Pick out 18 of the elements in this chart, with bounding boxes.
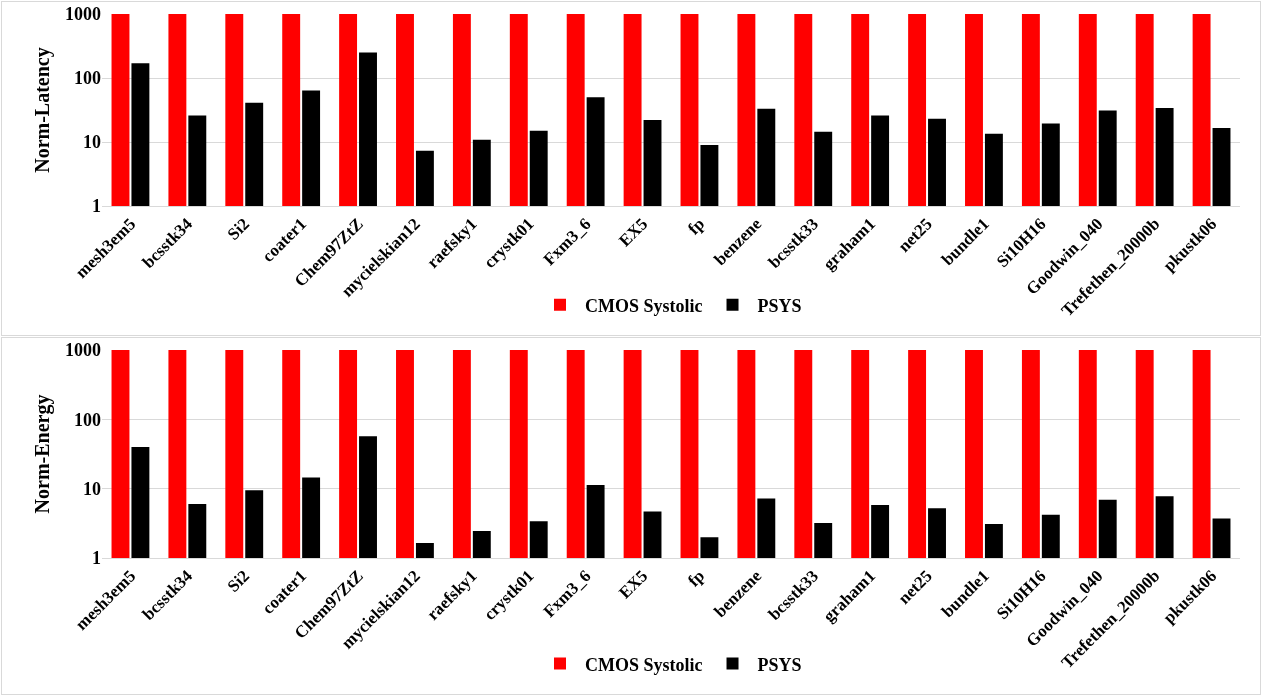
y-tick-label: 10 bbox=[83, 478, 101, 499]
legend-label: PSYS bbox=[757, 654, 802, 675]
x-tick-label: fp bbox=[684, 214, 709, 239]
legend-label: CMOS Systolic bbox=[585, 295, 703, 316]
y-tick-label: 1000 bbox=[65, 4, 101, 25]
y-tick-label: 1 bbox=[92, 196, 101, 217]
y-tick-label: 10 bbox=[83, 132, 101, 153]
x-tick-label: Si2 bbox=[223, 214, 254, 244]
legend-label: PSYS bbox=[757, 295, 802, 316]
y-tick-label: 1000 bbox=[65, 340, 101, 361]
y-axis-title: Norm-Latency bbox=[30, 47, 54, 173]
y-tick-label: 100 bbox=[74, 409, 101, 430]
y-tick-label: 1 bbox=[92, 548, 101, 569]
y-tick-label: 100 bbox=[74, 68, 101, 89]
y-axis-title: Norm-Energy bbox=[30, 394, 54, 514]
legend-label: CMOS Systolic bbox=[585, 654, 703, 675]
x-tick-label: Si2 bbox=[223, 566, 254, 596]
x-tick-label: fp bbox=[684, 566, 709, 591]
